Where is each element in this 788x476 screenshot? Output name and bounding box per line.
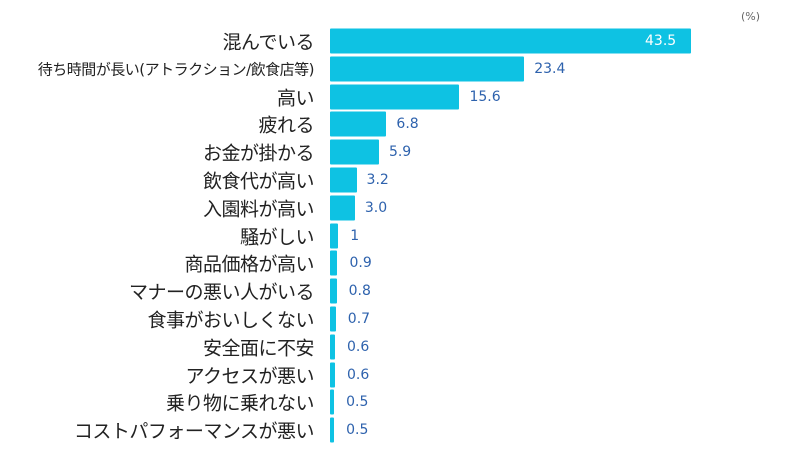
category-label: コストパフォーマンスが悪い <box>73 420 315 443</box>
bar <box>330 334 335 360</box>
value-label: 6.8 <box>396 116 419 133</box>
category-label: 安全面に不安 <box>202 337 315 360</box>
bar <box>330 250 338 276</box>
value-label: 0.6 <box>346 338 370 355</box>
category-label: 商品価格が高い <box>184 253 314 276</box>
category-label: 食事がおいしくない <box>147 309 314 332</box>
category-label: マナーの悪い人がいる <box>128 281 315 304</box>
value-label: 0.6 <box>346 366 370 383</box>
category-label: 待ち時間が長い(アトラクション/飲食店等) <box>37 60 315 79</box>
bar <box>330 389 335 415</box>
category-label: 入園料が高い <box>202 198 315 221</box>
category-label: お金が掛かる <box>202 142 315 165</box>
value-label: 23.4 <box>534 60 566 77</box>
category-label: 騒がしい <box>239 226 315 249</box>
category-label: 疲れる <box>258 114 314 137</box>
value-label: 43.5 <box>645 33 677 49</box>
value-label: 1 <box>350 227 360 244</box>
bar <box>330 167 357 193</box>
category-label: アクセスが悪い <box>185 365 314 388</box>
unit-label: (%) <box>740 10 760 23</box>
bar <box>330 306 336 332</box>
value-label: 3.0 <box>364 199 388 216</box>
bar <box>330 417 335 443</box>
bar <box>330 84 460 110</box>
value-label: 15.6 <box>469 88 501 105</box>
value-label: 3.2 <box>366 172 389 188</box>
category-label: 飲食代が高い <box>202 170 315 193</box>
bar <box>330 28 691 54</box>
bar <box>330 223 339 249</box>
category-label: 高い <box>276 87 315 110</box>
category-label: 混んでいる <box>222 31 314 54</box>
category-label: 乗り物に乗れない <box>165 392 315 415</box>
value-label: 0.8 <box>348 283 371 300</box>
value-label: 0.9 <box>349 255 372 272</box>
bar <box>330 278 337 304</box>
bar <box>330 56 525 82</box>
bar <box>330 195 355 221</box>
bar <box>330 362 335 388</box>
bar <box>330 111 387 137</box>
bar <box>330 139 379 165</box>
value-label: 0.5 <box>346 422 369 439</box>
value-label: 5.9 <box>388 144 412 161</box>
value-label: 0.7 <box>347 311 371 327</box>
value-label: 0.5 <box>346 394 369 411</box>
